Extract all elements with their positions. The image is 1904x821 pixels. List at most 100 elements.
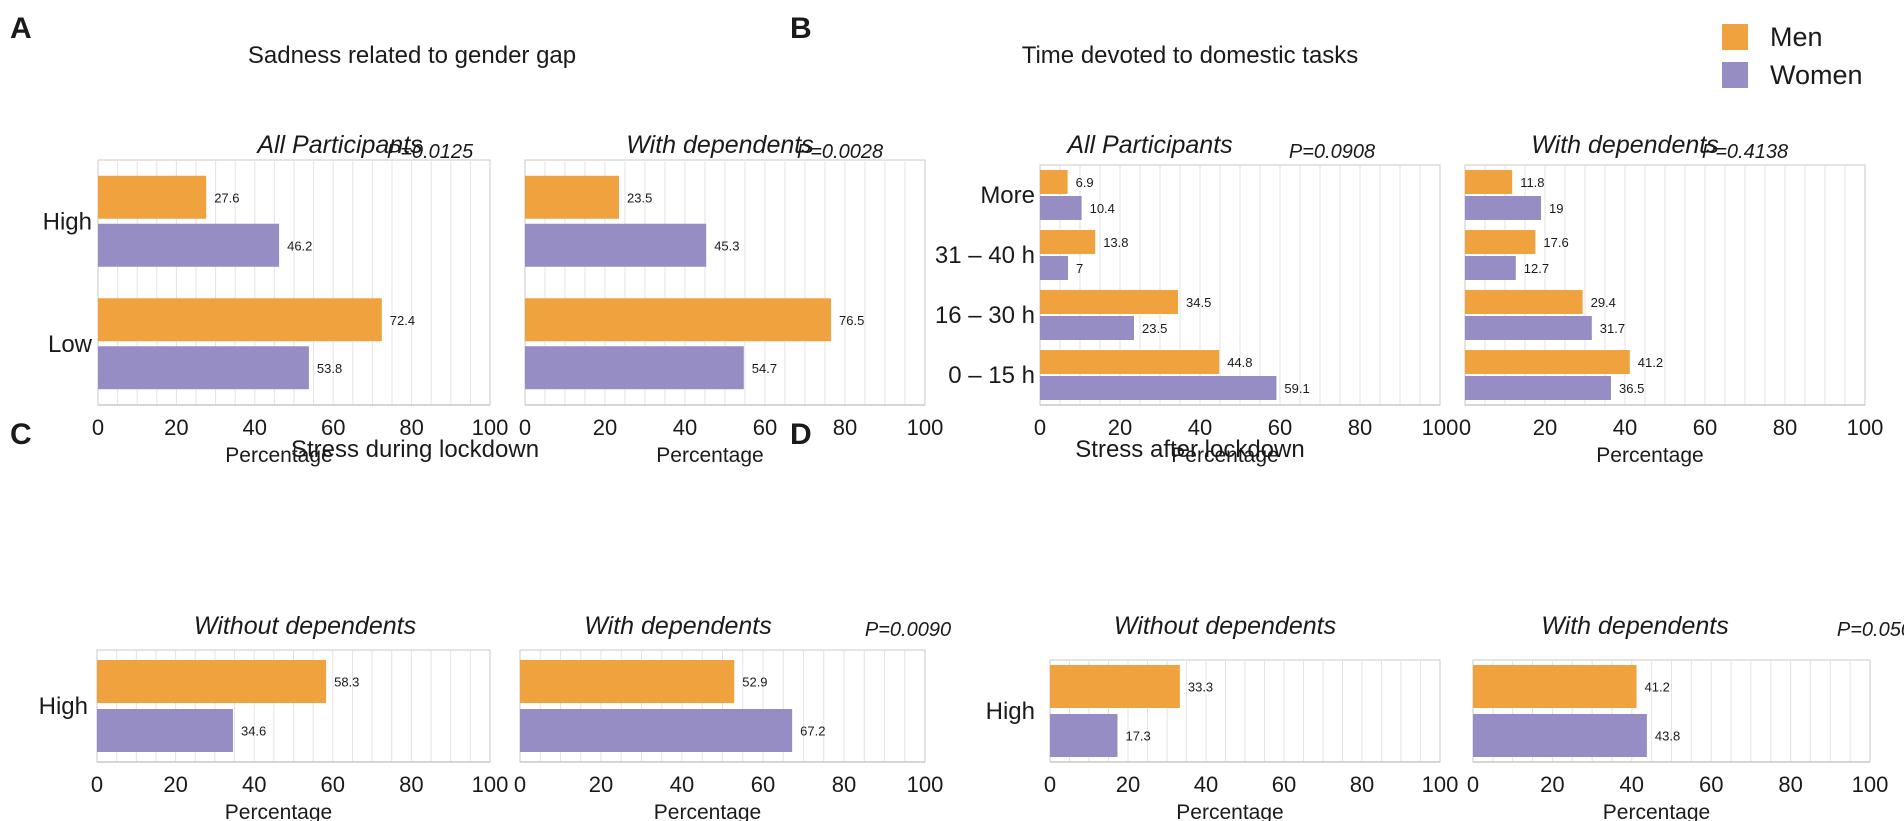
- tick-label: 20: [1116, 772, 1140, 797]
- x-axis-label: Percentage: [225, 444, 332, 467]
- data-label: 43.8: [1655, 729, 1680, 744]
- subplot-title: Without dependents: [1114, 612, 1336, 640]
- chart-a2: 0 20 40 60 80 100 Percentage With dependentsP=0…: [519, 131, 943, 467]
- bar-women: [1465, 376, 1611, 400]
- data-label: 11.8: [1520, 175, 1544, 190]
- tick-label: 40: [1620, 772, 1644, 797]
- tick-label: 20: [1540, 772, 1564, 797]
- tick-label: 80: [832, 772, 856, 797]
- legend-item-women: Women: [1722, 56, 1892, 94]
- data-label: 27.6: [214, 190, 239, 205]
- data-label: 12.7: [1524, 261, 1549, 276]
- chart-c1: 0 20 40 60 80 100 Percentage Without dependents…: [39, 612, 509, 821]
- tick-label: 60: [751, 772, 775, 797]
- tick-label: 20: [589, 772, 613, 797]
- bar-women: [525, 346, 744, 390]
- bar-women: [98, 223, 280, 267]
- data-label: 53.8: [317, 361, 342, 376]
- tick-label: 60: [321, 415, 345, 440]
- bar-women: [97, 709, 233, 752]
- tick-label: 40: [242, 772, 266, 797]
- bar-women: [520, 709, 793, 752]
- tick-label: 100: [907, 772, 944, 797]
- bar-men: [1040, 170, 1068, 194]
- tick-label: 60: [1268, 415, 1292, 440]
- data-label: 58.3: [334, 675, 359, 690]
- bar-men: [98, 298, 382, 342]
- legend-swatch-men: [1722, 24, 1748, 50]
- tick-label: 100: [472, 415, 509, 440]
- panel-letter-c: C: [10, 418, 32, 451]
- data-label: 23.5: [1142, 321, 1167, 336]
- data-label: 19: [1549, 201, 1563, 216]
- x-axis-label: Percentage: [1596, 444, 1703, 467]
- tick-label: 0: [1044, 772, 1056, 797]
- data-label: 76.5: [839, 313, 864, 328]
- category-label: Low: [48, 331, 93, 358]
- category-label: High: [39, 693, 88, 720]
- data-label: 23.5: [627, 190, 652, 205]
- subplot-title: All Participants: [255, 131, 422, 159]
- subplot-title: Without dependents: [194, 612, 416, 640]
- bar-men: [1465, 290, 1583, 314]
- tick-label: 60: [753, 415, 777, 440]
- x-axis-label: Percentage: [225, 801, 332, 821]
- tick-label: 60: [321, 772, 345, 797]
- data-label: 59.1: [1284, 381, 1309, 396]
- p-value: P=0.0125: [387, 141, 474, 163]
- data-label: 6.9: [1076, 175, 1094, 190]
- bar-women: [1040, 316, 1134, 340]
- bar-men: [525, 298, 831, 342]
- tick-label: 40: [673, 415, 697, 440]
- tick-label: 40: [670, 772, 694, 797]
- legend-swatch-women: [1722, 62, 1748, 88]
- data-label: 67.2: [800, 724, 825, 739]
- bar-women: [1465, 316, 1592, 340]
- panel-c-title: Stress during lockdown: [290, 436, 540, 463]
- bar-men: [1040, 290, 1178, 314]
- data-label: 10.4: [1090, 201, 1115, 216]
- bar-women: [1465, 256, 1516, 280]
- bar-men: [1040, 230, 1096, 254]
- x-axis-label: Percentage: [1171, 444, 1278, 467]
- panel-letter-b: B: [790, 12, 812, 45]
- tick-label: 20: [593, 415, 617, 440]
- tick-label: 0: [92, 415, 104, 440]
- tick-label: 60: [1272, 772, 1296, 797]
- tick-label: 80: [1350, 772, 1374, 797]
- tick-label: 80: [1773, 415, 1797, 440]
- tick-label: 80: [1348, 415, 1372, 440]
- legend-label-women: Women: [1770, 59, 1863, 90]
- p-value: P=0.0908: [1289, 141, 1375, 163]
- category-label: More: [980, 182, 1035, 209]
- bar-women: [1473, 714, 1647, 757]
- bar-men: [1050, 665, 1180, 708]
- tick-label: 80: [399, 772, 423, 797]
- x-axis-label: Percentage: [1603, 801, 1710, 821]
- bar-women: [1050, 714, 1118, 757]
- data-label: 31.7: [1600, 321, 1625, 336]
- data-label: 44.8: [1227, 355, 1252, 370]
- data-label: 41.2: [1645, 680, 1670, 695]
- p-value: P=0.0090: [865, 619, 951, 641]
- bar-women: [1040, 376, 1277, 400]
- subplot-title: With dependents: [1541, 612, 1728, 640]
- panel-letter-a: A: [10, 12, 32, 45]
- x-axis-label: Percentage: [656, 444, 763, 467]
- bar-men: [1040, 350, 1220, 374]
- chart-a1: 0 20 40 60 80 100 Percentage All ParticipantsP=…: [43, 131, 509, 467]
- chart-d1: 0 20 40 60 80 100 Percentage Without dependents…: [986, 612, 1459, 821]
- tick-label: 40: [1188, 415, 1212, 440]
- data-label: 33.3: [1188, 680, 1213, 695]
- subplot-title: With dependents: [1531, 131, 1718, 159]
- tick-label: 100: [1852, 772, 1889, 797]
- tick-label: 100: [907, 415, 944, 440]
- panel-d-title: Stress after lockdown: [1075, 436, 1305, 463]
- x-axis-label: Percentage: [654, 801, 761, 821]
- data-label: 45.3: [714, 238, 739, 253]
- bar-men: [1473, 665, 1637, 708]
- tick-label: 40: [243, 415, 267, 440]
- panel-letter-d: D: [790, 418, 812, 451]
- tick-label: 60: [1699, 772, 1723, 797]
- bar-women: [1040, 196, 1082, 220]
